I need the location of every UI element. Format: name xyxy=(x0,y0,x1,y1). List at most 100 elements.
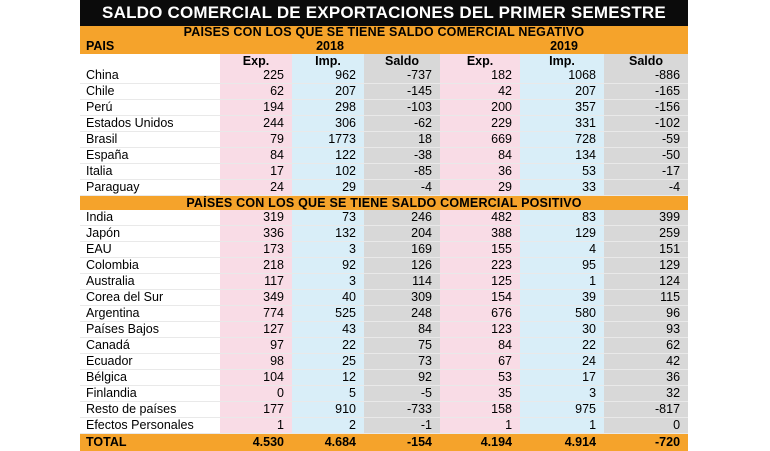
country-name: China xyxy=(80,68,220,84)
saldo-2019-value: 399 xyxy=(604,210,688,226)
country-subheader-blank xyxy=(80,54,220,68)
saldo-2019-value: 0 xyxy=(604,418,688,434)
saldo-2018-value: -103 xyxy=(364,100,440,116)
imp-2019-value: 83 xyxy=(520,210,604,226)
exp-2019-value: 123 xyxy=(440,322,520,338)
imp-2018-value: 73 xyxy=(292,210,364,226)
saldo-2019-value: 259 xyxy=(604,226,688,242)
imp-2019-value: 95 xyxy=(520,258,604,274)
country-name: Paraguay xyxy=(80,180,220,196)
saldo-2019-value: 32 xyxy=(604,386,688,402)
exp-2019-value: 669 xyxy=(440,132,520,148)
exp-2019-value: 158 xyxy=(440,402,520,418)
imp-2019-header: Imp. xyxy=(520,54,604,68)
exp-2018-value: 98 xyxy=(220,354,292,370)
exp-2018-header: Exp. xyxy=(220,54,292,68)
saldo-2019-value: -156 xyxy=(604,100,688,116)
exp-2018-value: 244 xyxy=(220,116,292,132)
imp-2018-value: 40 xyxy=(292,290,364,306)
exp-2019-header: Exp. xyxy=(440,54,520,68)
exp-2019-value: 200 xyxy=(440,100,520,116)
saldo-2018-value: -38 xyxy=(364,148,440,164)
section-negative-header: PAÍSES CON LOS QUE SE TIENE SALDO COMERC… xyxy=(80,26,688,39)
country-name: India xyxy=(80,210,220,226)
saldo-2018-value: 73 xyxy=(364,354,440,370)
imp-2018-value: 3 xyxy=(292,242,364,258)
exp-2019-value: 29 xyxy=(440,180,520,196)
exp-2019-value: 482 xyxy=(440,210,520,226)
imp-2019-value: 39 xyxy=(520,290,604,306)
country-name: Japón xyxy=(80,226,220,242)
year-2018-header: 2018 xyxy=(220,39,440,54)
saldo-2019-value: 42 xyxy=(604,354,688,370)
imp-2018-value: 910 xyxy=(292,402,364,418)
negative-rows: PAIS 2018 2019 Exp. Imp. Saldo Exp. Imp.… xyxy=(80,39,688,196)
country-name: Canadá xyxy=(80,338,220,354)
exp-2018-value: 225 xyxy=(220,68,292,84)
country-name: Australia xyxy=(80,274,220,290)
total-saldo-2019: -720 xyxy=(604,434,688,451)
saldo-2019-value: -886 xyxy=(604,68,688,84)
exp-2018-value: 336 xyxy=(220,226,292,242)
imp-2019-value: 53 xyxy=(520,164,604,180)
exp-2018-value: 177 xyxy=(220,402,292,418)
exp-2018-value: 218 xyxy=(220,258,292,274)
imp-2018-value: 298 xyxy=(292,100,364,116)
saldo-2018-value: -1 xyxy=(364,418,440,434)
saldo-2019-value: 36 xyxy=(604,370,688,386)
saldo-2019-value: -17 xyxy=(604,164,688,180)
country-name: Chile xyxy=(80,84,220,100)
country-name: Países Bajos xyxy=(80,322,220,338)
country-name: Efectos Personales xyxy=(80,418,220,434)
column-subheader-row: Exp. Imp. Saldo Exp. Imp. Saldo xyxy=(80,54,688,68)
saldo-2019-value: -59 xyxy=(604,132,688,148)
exp-2019-value: 676 xyxy=(440,306,520,322)
imp-2018-value: 132 xyxy=(292,226,364,242)
exp-2019-value: 155 xyxy=(440,242,520,258)
saldo-2019-value: 129 xyxy=(604,258,688,274)
imp-2019-value: 24 xyxy=(520,354,604,370)
exp-2018-value: 1 xyxy=(220,418,292,434)
exp-2018-value: 24 xyxy=(220,180,292,196)
imp-2019-value: 33 xyxy=(520,180,604,196)
country-name: Colombia xyxy=(80,258,220,274)
imp-2018-value: 92 xyxy=(292,258,364,274)
saldo-2018-value: -737 xyxy=(364,68,440,84)
country-name: Bélgica xyxy=(80,370,220,386)
imp-2019-value: 1068 xyxy=(520,68,604,84)
saldo-2018-value: -733 xyxy=(364,402,440,418)
total-section: TOTAL 4.530 4.684 -154 4.194 4.914 -720 xyxy=(80,434,688,451)
total-exp-2018: 4.530 xyxy=(220,434,292,451)
imp-2019-value: 4 xyxy=(520,242,604,258)
total-label: TOTAL xyxy=(80,434,220,451)
exp-2018-value: 97 xyxy=(220,338,292,354)
country-name: EAU xyxy=(80,242,220,258)
exp-2019-value: 125 xyxy=(440,274,520,290)
saldo-2018-header: Saldo xyxy=(364,54,440,68)
saldo-2018-value: -4 xyxy=(364,180,440,196)
imp-2019-value: 207 xyxy=(520,84,604,100)
exp-2018-value: 84 xyxy=(220,148,292,164)
imp-2019-value: 129 xyxy=(520,226,604,242)
country-name: Resto de países xyxy=(80,402,220,418)
saldo-2019-value: -4 xyxy=(604,180,688,196)
saldo-2018-value: -85 xyxy=(364,164,440,180)
imp-2019-value: 580 xyxy=(520,306,604,322)
country-name: Italia xyxy=(80,164,220,180)
saldo-2019-value: 96 xyxy=(604,306,688,322)
saldo-2018-value: 92 xyxy=(364,370,440,386)
imp-2019-value: 1 xyxy=(520,274,604,290)
